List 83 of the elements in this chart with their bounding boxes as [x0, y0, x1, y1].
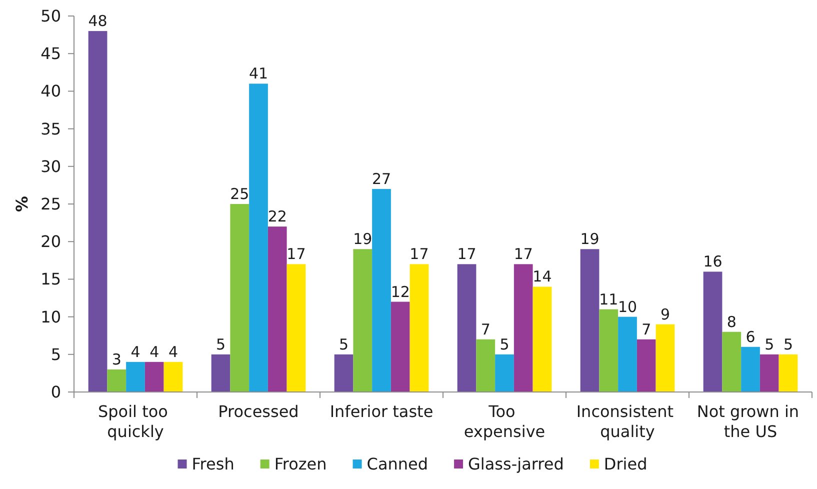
x-tick-label: Inconsistent quality: [576, 402, 679, 441]
data-label: 10: [618, 298, 638, 316]
x-tick-label: Not grown in the US: [696, 402, 804, 441]
data-label: 41: [248, 64, 268, 83]
data-label: 17: [410, 245, 429, 264]
data-label: 8: [726, 312, 736, 331]
data-label: 5: [500, 335, 510, 354]
data-label: 48: [88, 12, 108, 30]
y-tick-label: 10: [40, 307, 61, 326]
bar: [268, 226, 287, 392]
y-tick-label: 0: [50, 382, 61, 402]
data-label: 5: [338, 335, 349, 354]
bar: [107, 369, 126, 392]
data-label: 12: [390, 282, 410, 301]
bar: [476, 339, 496, 392]
legend-label: Canned: [366, 454, 428, 474]
bar: [126, 362, 145, 392]
bar: [760, 354, 779, 392]
bar: [599, 309, 618, 392]
bar: [353, 249, 372, 392]
data-label: 11: [599, 290, 618, 308]
data-label: 7: [480, 320, 490, 338]
legend-label: Fresh: [192, 454, 234, 474]
data-label: 19: [353, 230, 372, 248]
y-tick-label: 20: [40, 232, 61, 252]
y-tick-label: 50: [40, 6, 61, 26]
bar: [410, 264, 429, 392]
bar: [741, 346, 760, 392]
data-label: 4: [150, 342, 160, 361]
data-label: 17: [457, 245, 476, 264]
bar: [514, 264, 533, 392]
y-axis-title: %: [12, 196, 32, 212]
data-label: 7: [642, 320, 652, 338]
y-tick-label: 25: [40, 194, 61, 214]
y-tick-label: 5: [50, 344, 61, 364]
data-label: 9: [660, 305, 670, 324]
bar: [334, 354, 354, 392]
bar: [286, 264, 306, 392]
y-tick-label: 45: [40, 44, 61, 64]
data-label: 4: [168, 342, 178, 361]
bar: [88, 31, 108, 392]
legend-label: Dried: [604, 454, 648, 474]
data-label: 5: [216, 335, 226, 354]
y-tick-label: 30: [40, 156, 61, 176]
data-label: 5: [783, 335, 794, 354]
bar: [656, 324, 675, 392]
x-tick-label: Spoil too quickly: [98, 402, 174, 441]
bar: [722, 332, 742, 392]
bar: [144, 362, 164, 392]
bar: [249, 84, 268, 392]
data-label: 3: [112, 350, 122, 368]
data-label: 14: [532, 268, 552, 286]
bar: [372, 188, 391, 392]
bar: [778, 354, 798, 392]
data-label: 17: [514, 245, 533, 264]
bar: [532, 286, 552, 392]
data-label: 4: [130, 342, 140, 361]
data-label: 16: [703, 252, 722, 271]
data-label: 17: [286, 245, 306, 264]
data-label: 5: [764, 335, 774, 354]
bar: [636, 339, 656, 392]
bar: [457, 264, 476, 392]
bar: [580, 249, 600, 392]
x-tick-label: Inferior taste: [330, 402, 434, 421]
bar: [703, 272, 722, 392]
y-tick-label: 15: [40, 270, 61, 289]
bar: [495, 354, 514, 392]
data-label: 19: [580, 230, 600, 248]
data-label: 27: [372, 170, 392, 188]
x-tick-label: Too expensive: [464, 402, 546, 441]
bar: [390, 302, 410, 392]
data-label: 25: [230, 185, 250, 203]
x-tick-label: Processed: [218, 402, 299, 421]
bar: [230, 204, 250, 392]
bar: [164, 362, 183, 392]
data-label: 6: [746, 328, 756, 346]
y-tick-label: 35: [40, 119, 61, 138]
bar: [618, 316, 637, 392]
data-label: 22: [268, 208, 287, 226]
legend-label: Frozen: [274, 454, 327, 474]
y-tick-label: 40: [40, 82, 61, 101]
bar: [211, 354, 230, 392]
legend-label: Glass-jarred: [468, 454, 564, 474]
